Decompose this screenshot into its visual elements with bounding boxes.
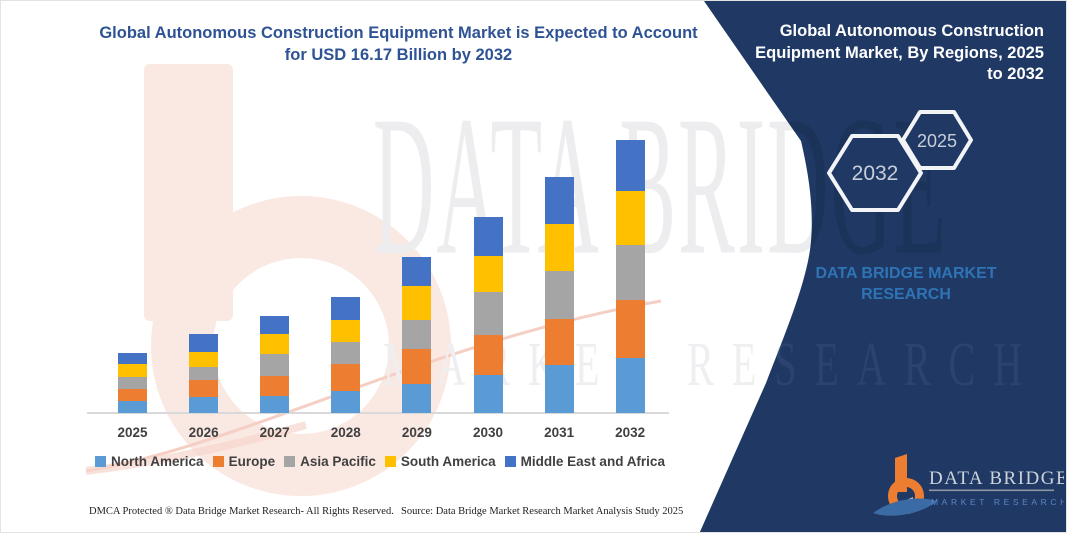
bar-segment-south-america-2025: [118, 364, 147, 378]
bar-segment-south-america-2026: [189, 351, 219, 368]
bar-segment-north-america-2027: [260, 395, 290, 413]
bar-segment-north-america-2026: [189, 396, 219, 413]
x-axis-line: [87, 412, 669, 414]
footer-source-text: Source: Data Bridge Market Research Mark…: [401, 506, 684, 517]
footer-dmca-text: DMCA Protected ® Data Bridge Market Rese…: [89, 506, 394, 517]
legend-swatch-asia-pacific: [284, 456, 296, 467]
x-axis-label-2025: 2025: [117, 425, 148, 440]
bar-segment-north-america-2031: [544, 365, 574, 413]
bar-segment-middle-east-and-africa-2027: [260, 316, 290, 335]
chart-title: Global Autonomous Construction Equipment…: [99, 24, 698, 64]
bar-segment-north-america-2025: [118, 401, 147, 413]
bar-segment-asia-pacific-2029: [402, 319, 432, 349]
bar-segment-north-america-2028: [331, 390, 361, 413]
legend-swatch-north-america: [95, 456, 107, 467]
legend-item-europe: Europe: [212, 454, 276, 469]
x-axis-label-2030: 2030: [472, 425, 504, 440]
bar-segment-south-america-2030: [473, 255, 503, 293]
legend-swatch-europe: [212, 456, 224, 467]
x-axis-label-2026: 2026: [188, 425, 219, 440]
bar-segment-asia-pacific-2030: [473, 292, 503, 336]
bar-segment-middle-east-and-africa-2028: [331, 296, 361, 320]
legend-label-asia-pacific: Asia Pacific: [300, 454, 376, 469]
bar-segment-europe-2027: [260, 375, 290, 396]
legend-label-north-america: North America: [111, 454, 204, 469]
bar-segment-asia-pacific-2028: [331, 341, 361, 365]
bar-segment-asia-pacific-2032: [615, 245, 645, 301]
bar-segment-asia-pacific-2031: [544, 270, 574, 319]
bar-segment-middle-east-and-africa-2029: [402, 256, 432, 286]
side-panel-background: [699, 1, 1066, 532]
bar-segment-europe-2032: [615, 300, 645, 359]
bar-segment-middle-east-and-africa-2026: [189, 334, 219, 352]
legend-label-europe: Europe: [228, 454, 276, 469]
x-axis-label-2032: 2032: [615, 425, 646, 440]
bar-segment-middle-east-and-africa-2030: [473, 217, 503, 256]
bar-segment-south-america-2032: [615, 190, 645, 246]
bar-segment-south-america-2027: [260, 334, 290, 355]
legend: North America Europe Asia Pacific South Ame…: [89, 454, 671, 469]
bar-segment-north-america-2029: [402, 384, 432, 413]
bar-segment-middle-east-and-africa-2025: [118, 353, 147, 365]
bar-segment-north-america-2030: [473, 375, 503, 413]
bar-segment-south-america-2028: [331, 319, 361, 342]
x-axis-label-2027: 2027: [259, 425, 290, 440]
bar-segment-europe-2029: [402, 348, 432, 385]
bar-segment-europe-2025: [118, 389, 147, 401]
bar-segment-europe-2031: [544, 318, 574, 366]
bar-segment-north-america-2032: [615, 358, 645, 413]
bar-segment-europe-2028: [331, 364, 361, 391]
bar-segment-europe-2030: [473, 335, 503, 375]
bar-segment-south-america-2031: [544, 224, 574, 271]
x-axis-label-2029: 2029: [401, 425, 432, 440]
bar-segment-asia-pacific-2026: [189, 367, 219, 380]
bar-segment-south-america-2029: [402, 285, 432, 320]
legend-item-north-america: North America: [95, 454, 204, 469]
x-axis-label-2028: 2028: [330, 425, 361, 440]
legend-item-south-america: South America: [384, 454, 496, 469]
legend-item-middle-east-and-africa: Middle East and Africa: [504, 454, 665, 469]
bar-segment-europe-2026: [189, 379, 219, 397]
bar-segment-asia-pacific-2027: [260, 354, 290, 376]
legend-swatch-middle-east-and-africa: [504, 456, 516, 467]
legend-swatch-south-america: [384, 456, 396, 467]
bar-segment-asia-pacific-2025: [118, 377, 147, 390]
legend-label-middle-east-and-africa: Middle East and Africa: [520, 454, 665, 469]
bar-segment-middle-east-and-africa-2032: [615, 140, 645, 191]
bar-segment-middle-east-and-africa-2031: [544, 177, 574, 225]
x-axis-label-2031: 2031: [544, 425, 575, 440]
legend-label-south-america: South America: [400, 454, 496, 469]
legend-item-asia-pacific: Asia Pacific: [284, 454, 376, 469]
